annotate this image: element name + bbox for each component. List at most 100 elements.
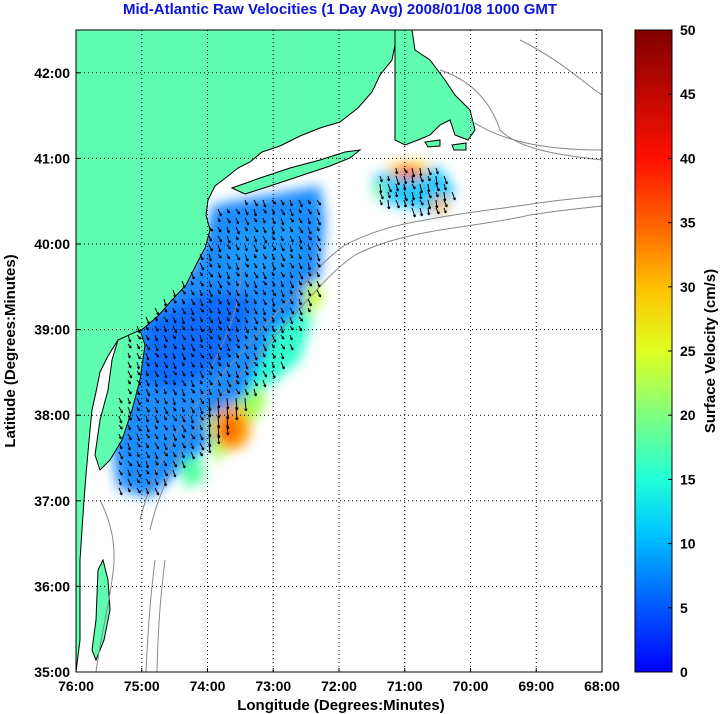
velocity-arrow xyxy=(262,352,266,358)
velocity-arrow xyxy=(217,397,221,409)
velocity-arrow xyxy=(154,415,159,424)
velocity-arrow xyxy=(217,352,222,361)
velocity-arrow xyxy=(208,352,213,360)
velocity-arrow xyxy=(427,207,431,216)
velocity-arrow xyxy=(226,307,231,316)
velocity-arrow xyxy=(163,352,168,359)
velocity-arrow xyxy=(136,343,141,350)
velocity-arrow xyxy=(307,244,312,251)
velocity-arrow xyxy=(145,370,149,377)
velocity-arrow xyxy=(262,361,267,368)
x-tick-label: 72:00 xyxy=(321,678,357,694)
velocity-arrow xyxy=(271,208,276,215)
velocity-arrow xyxy=(199,316,204,323)
velocity-arrow xyxy=(262,334,267,342)
velocity-arrow xyxy=(172,433,177,442)
velocity-arrow xyxy=(163,433,167,441)
velocity-arrow xyxy=(271,262,276,271)
velocity-arrow xyxy=(298,235,303,244)
velocity-arrow xyxy=(226,388,230,394)
velocity-arrow xyxy=(217,370,223,377)
map-title: Mid-Atlantic Raw Velocities (1 Day Avg) … xyxy=(122,1,558,18)
velocity-arrow xyxy=(118,487,123,496)
velocity-arrow xyxy=(154,451,159,460)
velocity-arrow xyxy=(307,280,313,287)
velocity-arrow xyxy=(395,191,399,198)
velocity-arrow xyxy=(118,415,123,424)
velocity-arrow xyxy=(154,406,159,414)
velocity-arrow xyxy=(280,298,286,304)
velocity-arrow xyxy=(235,244,240,251)
velocity-arrow xyxy=(244,235,249,242)
velocity-arrow xyxy=(172,469,177,478)
velocity-arrow xyxy=(199,271,203,277)
velocity-arrow xyxy=(387,199,391,210)
velocity-arrow xyxy=(172,334,176,340)
velocity-arrow xyxy=(217,316,222,325)
velocity-arrow xyxy=(280,289,285,298)
velocity-arrow xyxy=(181,406,185,413)
velocity-arrow xyxy=(190,271,195,280)
velocity-arrow xyxy=(190,280,194,286)
velocity-arrow xyxy=(163,316,169,323)
velocity-arrow xyxy=(190,316,195,322)
velocity-arrow xyxy=(435,191,439,198)
velocity-arrow xyxy=(262,307,267,316)
velocity-arrow xyxy=(163,415,167,421)
velocity-arrow xyxy=(127,334,132,343)
velocity-arrow xyxy=(154,352,160,358)
velocity-arrow xyxy=(253,271,259,279)
colorbar-scale xyxy=(634,29,673,673)
velocity-arrow xyxy=(307,199,311,205)
velocity-arrow xyxy=(307,208,312,215)
velocity-arrow xyxy=(271,361,275,369)
velocity-arrow xyxy=(154,361,159,368)
velocity-arrow xyxy=(403,183,407,191)
velocity-arrow xyxy=(271,370,276,379)
velocity-arrow xyxy=(208,280,213,288)
velocity-arrow xyxy=(289,325,294,331)
velocity-arrow xyxy=(181,433,185,439)
velocity-arrow xyxy=(163,424,168,431)
velocity-arrow xyxy=(217,235,223,243)
velocity-arrow xyxy=(316,199,322,206)
velocity-arrow xyxy=(253,334,258,341)
velocity-arrow xyxy=(244,262,250,268)
velocity-arrow xyxy=(226,289,232,296)
velocity-arrow xyxy=(244,226,248,232)
colorbar-label: Surface Velocity (cm/s) xyxy=(702,269,719,433)
velocity-arrow xyxy=(181,451,185,459)
velocity-arrow xyxy=(253,226,259,233)
velocity-arrow xyxy=(395,183,400,192)
velocity-arrow xyxy=(235,298,241,307)
velocity-arrow xyxy=(244,208,249,216)
velocity-arrow xyxy=(181,460,186,469)
velocity-arrow xyxy=(253,244,258,253)
velocity-arrow xyxy=(289,235,294,243)
velocity-arrow xyxy=(172,370,178,376)
velocity-arrow xyxy=(451,191,456,201)
velocity-arrow xyxy=(199,289,203,297)
velocity-arrow xyxy=(411,167,416,178)
velocity-arrow xyxy=(271,235,276,241)
velocity-arrow xyxy=(226,271,231,280)
velocity-arrow xyxy=(280,316,285,324)
velocity-arrow xyxy=(226,262,231,270)
velocity-arrow xyxy=(145,397,149,403)
velocity-arrow xyxy=(271,199,277,205)
velocity-arrow xyxy=(208,442,212,454)
velocity-arrow xyxy=(280,280,284,288)
velocity-arrow xyxy=(145,433,151,439)
velocity-arrow xyxy=(443,207,447,214)
velocity-arrow xyxy=(316,262,321,268)
velocity-arrow xyxy=(316,271,320,278)
velocity-arrow xyxy=(262,262,266,270)
velocity-arrow xyxy=(262,208,267,214)
velocity-arrow xyxy=(163,397,168,405)
velocity-arrow xyxy=(253,298,257,305)
velocity-arrow xyxy=(289,244,294,253)
velocity-arrow xyxy=(289,334,293,341)
velocity-arrow xyxy=(118,406,124,414)
velocity-arrow xyxy=(289,289,293,295)
